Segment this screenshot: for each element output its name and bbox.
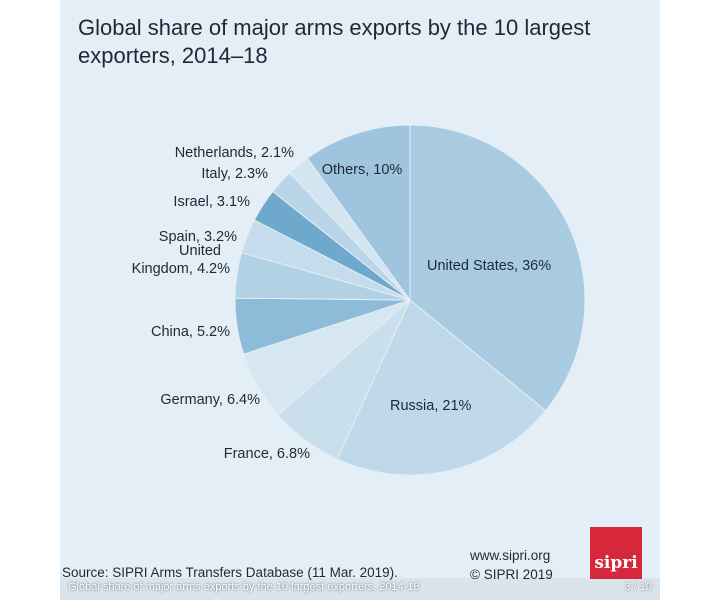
footer-links: www.sipri.org © SIPRI 2019 [470, 546, 553, 584]
sipri-logo: sipri [590, 527, 642, 579]
pie-chart: United States, 36% Russia, 21% France, 6.8… [132, 124, 586, 476]
image-caption: Global share of major arms exports by th… [68, 581, 420, 593]
chart-card: Global share of major arms exports by th… [60, 0, 660, 600]
pie-slice-others [306, 124, 411, 302]
source-note: Source: SIPRI Arms Transfers Database (1… [62, 565, 398, 580]
caption-bar: Global share of major arms exports by th… [60, 578, 660, 600]
slice-label-china: China, 5.2% [151, 324, 230, 340]
pie-slice-russia [336, 299, 547, 476]
slice-label-germany: Germany, 6.4% [160, 392, 260, 408]
copyright-text: © SIPRI 2019 [470, 567, 553, 582]
slice-label-france: France, 6.8% [224, 446, 310, 462]
slice-label-russia: Russia, 21% [390, 398, 472, 414]
slice-label-israel: Israel, 3.1% [173, 194, 250, 210]
slice-label-italy: Italy, 2.3% [201, 166, 268, 182]
pie-slice-united-states [409, 124, 586, 412]
slice-label-netherlands: Netherlands, 2.1% [175, 145, 294, 161]
slice-label-others: Others, 10% [322, 162, 403, 178]
slice-label-united-states: United States, 36% [427, 258, 551, 274]
slice-label-spain: Spain, 3.2% [159, 229, 237, 245]
slice-label-united-kingdom: United Kingdom, 4.2% [132, 243, 230, 277]
website-link[interactable]: www.sipri.org [470, 548, 551, 563]
page-counter: 3 / 10 [624, 581, 652, 593]
chart-title: Global share of major arms exports by th… [78, 15, 591, 68]
